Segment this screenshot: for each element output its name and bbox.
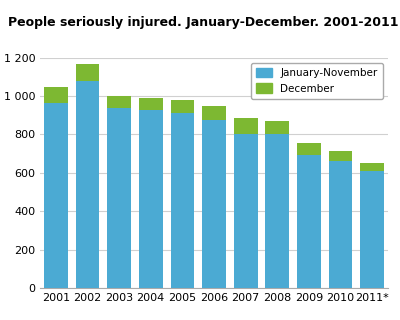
- Bar: [266, 134, 289, 288]
- Bar: [76, 64, 99, 81]
- Bar: [234, 118, 258, 134]
- Bar: [107, 96, 131, 108]
- Bar: [297, 143, 321, 155]
- Text: People seriously injured. January-December. 2001-2011: People seriously injured. January-Decemb…: [8, 16, 398, 29]
- Bar: [44, 103, 68, 288]
- Bar: [266, 121, 289, 134]
- Bar: [360, 163, 384, 171]
- Bar: [170, 100, 194, 113]
- Bar: [76, 81, 99, 288]
- Bar: [139, 98, 162, 110]
- Bar: [44, 87, 68, 103]
- Bar: [107, 108, 131, 288]
- Bar: [202, 106, 226, 120]
- Bar: [360, 171, 384, 288]
- Bar: [170, 113, 194, 288]
- Bar: [329, 151, 352, 161]
- Bar: [139, 110, 162, 288]
- Bar: [297, 155, 321, 288]
- Bar: [329, 161, 352, 288]
- Bar: [234, 134, 258, 288]
- Bar: [202, 120, 226, 288]
- Legend: January-November, December: January-November, December: [251, 63, 383, 99]
